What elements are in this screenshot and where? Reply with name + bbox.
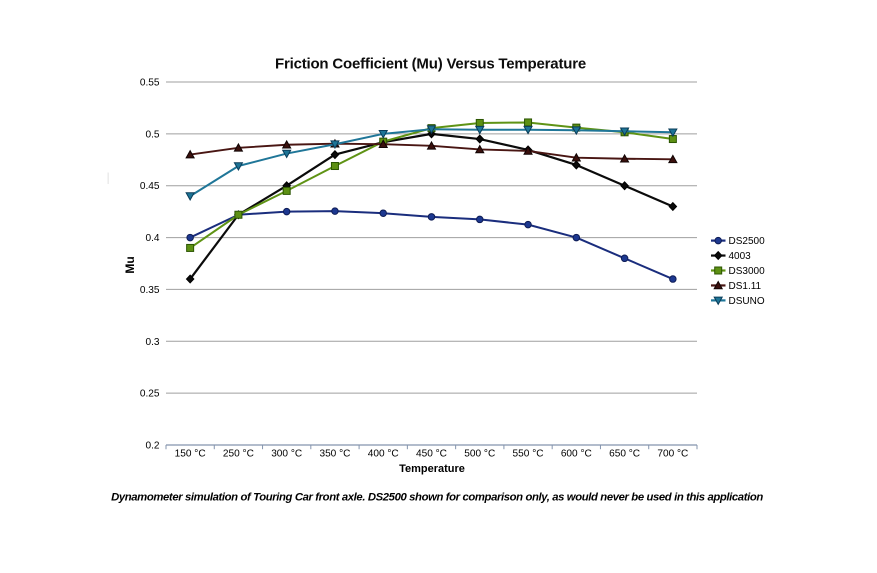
svg-text:Mu: Mu bbox=[123, 256, 137, 273]
svg-text:0.55: 0.55 bbox=[140, 78, 160, 89]
svg-text:DSUNO: DSUNO bbox=[729, 296, 765, 307]
svg-text:600 °C: 600 °C bbox=[561, 448, 592, 459]
svg-text:0.25: 0.25 bbox=[140, 389, 160, 400]
svg-text:650 °C: 650 °C bbox=[609, 448, 640, 459]
svg-text:0.4: 0.4 bbox=[145, 233, 159, 244]
svg-text:700 °C: 700 °C bbox=[657, 448, 688, 459]
svg-text:0.5: 0.5 bbox=[145, 129, 159, 140]
svg-text:Dynamometer simulation of Tour: Dynamometer simulation of Touring Car fr… bbox=[111, 492, 763, 504]
svg-text:DS1.11: DS1.11 bbox=[729, 281, 762, 292]
svg-text:300 °C: 300 °C bbox=[271, 448, 302, 459]
svg-text:DS3000: DS3000 bbox=[729, 266, 766, 277]
svg-text:4003: 4003 bbox=[729, 251, 752, 262]
svg-text:500 °C: 500 °C bbox=[464, 448, 495, 459]
svg-text:550 °C: 550 °C bbox=[513, 448, 544, 459]
svg-text:150 °C: 150 °C bbox=[175, 448, 206, 459]
svg-text:0.45: 0.45 bbox=[140, 181, 160, 192]
svg-text:Temperature: Temperature bbox=[399, 463, 465, 475]
svg-text:0.2: 0.2 bbox=[145, 441, 159, 452]
svg-text:Friction Coefficient (Mu) Vers: Friction Coefficient (Mu) Versus Tempera… bbox=[275, 56, 586, 73]
svg-text:400 °C: 400 °C bbox=[368, 448, 399, 459]
svg-text:DS2500: DS2500 bbox=[729, 236, 766, 247]
svg-text:250 °C: 250 °C bbox=[223, 448, 254, 459]
svg-text:0.35: 0.35 bbox=[140, 285, 160, 296]
svg-text:450 °C: 450 °C bbox=[416, 448, 447, 459]
svg-text:350 °C: 350 °C bbox=[319, 448, 350, 459]
svg-text:0.3: 0.3 bbox=[145, 337, 159, 348]
